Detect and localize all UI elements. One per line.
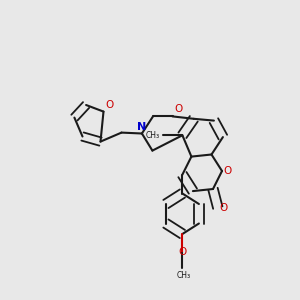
Text: O: O — [174, 104, 182, 114]
Text: N: N — [137, 122, 146, 132]
Text: O: O — [105, 100, 113, 110]
Text: CH₃: CH₃ — [176, 271, 190, 280]
Text: O: O — [178, 247, 187, 257]
Text: O: O — [224, 166, 232, 176]
Text: O: O — [219, 202, 227, 213]
Text: CH₃: CH₃ — [146, 131, 160, 140]
